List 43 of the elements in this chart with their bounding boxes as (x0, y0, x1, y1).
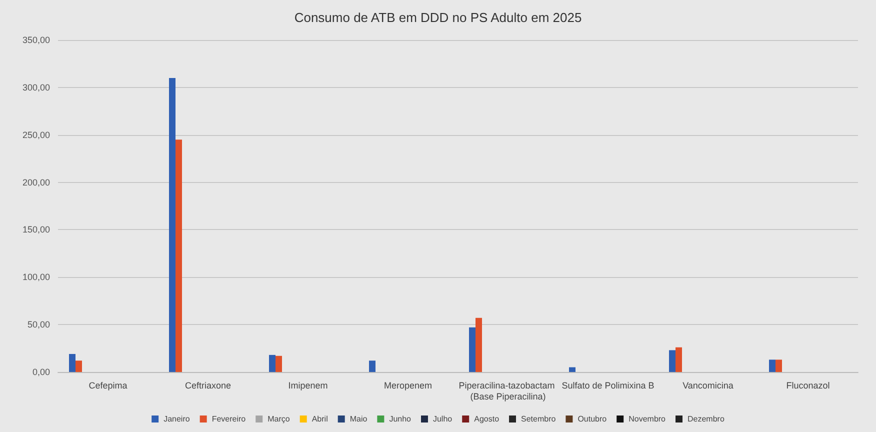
legend-label: Fevereiro (212, 414, 246, 424)
x-tick-label: Sulfato de Polimixina B (562, 380, 654, 390)
bar (769, 360, 776, 372)
y-tick-label: 250,00 (22, 130, 50, 140)
y-tick-label: 50,00 (27, 320, 50, 330)
chart-title: Consumo de ATB em DDD no PS Adulto em 2025 (294, 10, 582, 25)
legend-label: Setembro (521, 414, 556, 424)
bar (69, 354, 76, 372)
bar (369, 360, 376, 372)
x-tick-label: Imipenem (288, 380, 328, 390)
bar (276, 356, 282, 372)
legend-label: Outubro (578, 414, 608, 424)
x-tick-label: Piperacilina-tazobactam (Base Piperacilina) (458, 380, 558, 402)
legend-label: Maio (350, 414, 368, 424)
x-tick-label: Vancomicina (682, 380, 734, 390)
bar (476, 318, 482, 372)
bar (676, 347, 682, 372)
y-tick-label: 200,00 (22, 177, 50, 188)
legend-label: Março (268, 414, 290, 424)
bar (669, 350, 676, 372)
bar (469, 327, 476, 372)
bar (169, 78, 176, 372)
legend-label: Junho (389, 414, 412, 424)
bar (176, 140, 182, 372)
y-tick-label: 0,00 (32, 367, 50, 377)
x-tick-label: Ceftriaxone (184, 380, 232, 390)
y-tick-label: 350,00 (22, 35, 50, 45)
x-tick-label: Meropenem (384, 380, 432, 390)
y-tick-label: 100,00 (22, 272, 50, 282)
legend-label: Janeiro (164, 414, 190, 424)
y-tick-label: 150,00 (22, 224, 50, 235)
legend-label: Julho (432, 414, 453, 424)
bar (76, 360, 82, 372)
bar (776, 360, 782, 372)
y-tick-label: 300,00 (22, 82, 50, 92)
legend-label: Dezembro (688, 414, 725, 424)
legend-label: Novembro (628, 414, 666, 424)
bar (569, 367, 576, 372)
x-tick-label: Cefepima (88, 380, 128, 390)
legend-label: Agosto (474, 414, 500, 424)
legend-label: Abril (312, 414, 328, 424)
bar (269, 354, 276, 372)
x-tick-label: Fluconazol (786, 380, 830, 390)
